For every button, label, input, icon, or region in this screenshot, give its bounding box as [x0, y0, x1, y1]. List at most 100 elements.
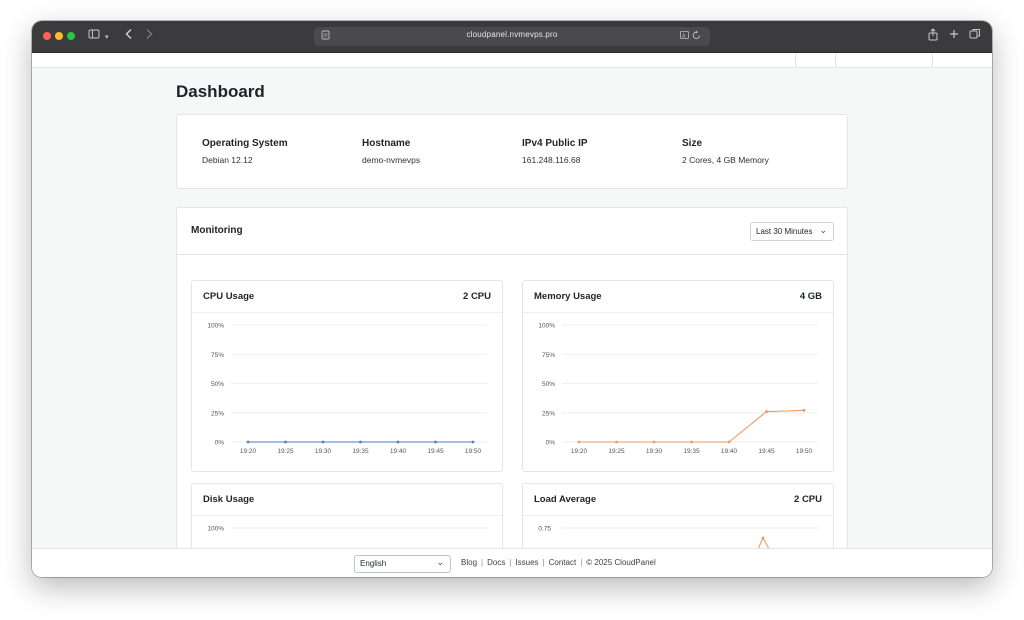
- chart-title: CPU Usage: [203, 291, 255, 302]
- chevron-down-icon: ⌄: [819, 225, 827, 235]
- chart-meta: 2 CPU: [794, 494, 822, 505]
- data-point: [761, 536, 765, 540]
- x-tick-label: 19:40: [390, 448, 407, 455]
- x-tick-label: 19:20: [240, 448, 257, 455]
- footer-link-issues[interactable]: Issues: [515, 558, 539, 567]
- chart-header: Memory Usage 4 GB: [523, 281, 833, 313]
- y-tick-label: 0.75: [538, 526, 551, 533]
- sidebar-icon[interactable]: [88, 28, 100, 44]
- info-label: Size: [682, 138, 703, 149]
- info-value: Debian 12.12: [202, 155, 253, 165]
- y-tick-label: 75%: [542, 352, 555, 359]
- x-tick-label: 19:45: [427, 448, 444, 455]
- y-tick-label: 100%: [207, 323, 224, 330]
- info-label: Operating System: [202, 138, 288, 149]
- cpu-usage-chart-card: CPU Usage 2 CPU 0% 25% 50% 75% 100% 19:20 19:2…: [191, 280, 503, 472]
- main-content: Dashboard Operating System Debian 12.12 …: [32, 68, 992, 565]
- app-top-navigation: [32, 53, 992, 68]
- y-tick-label: 75%: [211, 352, 224, 359]
- chevron-right-icon[interactable]: [144, 28, 154, 44]
- info-hostname: Hostname demo-nvmevps: [362, 138, 420, 165]
- data-point: [577, 440, 581, 444]
- minimize-window-button[interactable]: [55, 32, 63, 40]
- chevron-down-icon: ⌄: [436, 557, 444, 567]
- y-tick-label: 0%: [546, 440, 556, 447]
- chart-title: Memory Usage: [534, 291, 602, 302]
- info-size: Size 2 Cores, 4 GB Memory: [682, 138, 769, 165]
- data-point: [802, 409, 806, 412]
- disk-usage-chart: 100%: [207, 526, 487, 533]
- memory-usage-chart: 0% 25% 50% 75% 100% 19:20 19:25 19:30 19:35 19:40…: [538, 323, 818, 455]
- info-value: 2 Cores, 4 GB Memory: [682, 155, 769, 165]
- time-range-select[interactable]: Last 30 Minutes ⌄: [750, 222, 834, 241]
- tabs-overview-icon[interactable]: [969, 28, 981, 44]
- chart-header: CPU Usage 2 CPU: [192, 281, 502, 313]
- url-text: cloudpanel.nvmevps.pro: [466, 30, 558, 39]
- x-tick-label: 19:25: [277, 448, 294, 455]
- address-bar[interactable]: cloudpanel.nvmevps.pro A: [314, 27, 710, 46]
- svg-text:A: A: [682, 34, 686, 40]
- chevron-left-icon[interactable]: [124, 28, 134, 44]
- footer-links: Blog | Docs | Issues | Contact | © 2025 CloudPan…: [461, 558, 656, 567]
- page-title: Dashboard: [176, 82, 265, 101]
- data-point: [471, 440, 475, 444]
- memory-usage-chart-card: Memory Usage 4 GB 0% 25% 50% 75% 100% 19:20 19…: [522, 280, 834, 472]
- footer-link-contact[interactable]: Contact: [548, 558, 577, 567]
- x-tick-label: 19:25: [608, 448, 625, 455]
- x-tick-label: 19:50: [796, 448, 813, 455]
- page-settings-icon[interactable]: [321, 30, 330, 42]
- footer-copyright: © 2025 CloudPanel: [586, 558, 656, 567]
- info-label: IPv4 Public IP: [522, 138, 588, 149]
- info-ipv4: IPv4 Public IP 161.248.116.68: [522, 138, 588, 165]
- footer-link-docs[interactable]: Docs: [487, 558, 506, 567]
- x-tick-label: 19:50: [465, 448, 482, 455]
- data-point: [321, 440, 325, 444]
- y-tick-label: 25%: [211, 410, 224, 417]
- chart-title: Load Average: [534, 494, 597, 505]
- data-point: [434, 440, 437, 444]
- x-tick-label: 19:40: [721, 448, 738, 455]
- data-point: [396, 440, 400, 444]
- info-value: demo-nvmevps: [362, 155, 421, 165]
- info-label: Hostname: [362, 138, 411, 149]
- language-select[interactable]: English ⌄: [354, 555, 451, 573]
- data-point: [690, 440, 693, 444]
- y-tick-label: 50%: [542, 381, 555, 388]
- close-window-button[interactable]: [43, 32, 51, 40]
- footer-link-blog[interactable]: Blog: [461, 558, 478, 567]
- browser-titlebar: ▾ cloudpanel.nvmevps.pro A: [32, 21, 992, 53]
- x-tick-label: 19:35: [352, 448, 369, 455]
- reload-icon[interactable]: A: [680, 30, 702, 42]
- cpu-usage-chart: 0% 25% 50% 75% 100% 19:20 19:25 19:30 19:35 19:40…: [207, 323, 487, 455]
- chart-meta: 2 CPU: [463, 291, 491, 302]
- data-point: [246, 440, 250, 444]
- chart-meta: 4 GB: [799, 291, 822, 302]
- y-tick-label: 25%: [542, 410, 555, 417]
- info-operating-system: Operating System Debian 12.12: [202, 138, 288, 165]
- y-tick-label: 100%: [207, 526, 224, 533]
- footer: English ⌄ Blog | Docs | Issues | Contact | © 202…: [32, 548, 992, 577]
- chevron-down-icon[interactable]: ▾: [105, 34, 109, 41]
- data-point: [615, 440, 618, 444]
- data-point: [765, 410, 768, 413]
- data-point: [284, 440, 287, 444]
- x-tick-label: 19:35: [683, 448, 700, 455]
- y-tick-label: 50%: [211, 381, 224, 388]
- chart-title: Disk Usage: [203, 494, 255, 505]
- x-tick-label: 19:20: [571, 448, 588, 455]
- x-tick-label: 19:30: [646, 448, 663, 455]
- monitoring-title: Monitoring: [191, 225, 243, 236]
- time-range-value: Last 30 Minutes: [756, 227, 813, 236]
- zoom-window-button[interactable]: [67, 32, 75, 40]
- server-info-card: Operating System Debian 12.12 Hostname d…: [176, 114, 848, 189]
- data-point: [652, 440, 656, 444]
- chart-header: Load Average 2 CPU: [523, 484, 833, 516]
- monitoring-card: Monitoring Last 30 Minutes ⌄ CPU Usage 2…: [176, 207, 848, 565]
- new-tab-plus-icon[interactable]: [949, 28, 959, 44]
- x-tick-label: 19:45: [758, 448, 775, 455]
- x-tick-label: 19:30: [315, 448, 332, 455]
- share-icon[interactable]: [928, 28, 938, 45]
- data-point: [727, 440, 731, 444]
- info-value: 161.248.116.68: [522, 155, 581, 165]
- language-value: English: [360, 559, 387, 568]
